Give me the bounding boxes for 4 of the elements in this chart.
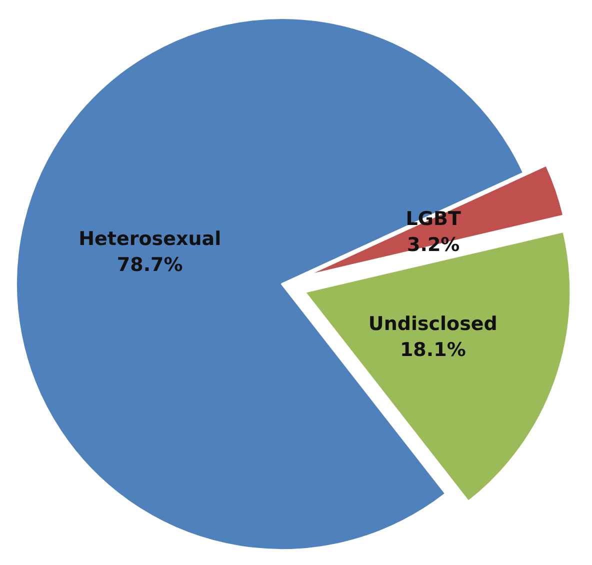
slice-label: Undisclosed	[368, 313, 498, 336]
slice-label: Heterosexual	[78, 228, 222, 250]
data-label: 18.1%	[400, 339, 466, 362]
data-label: 78.7%	[116, 254, 183, 276]
